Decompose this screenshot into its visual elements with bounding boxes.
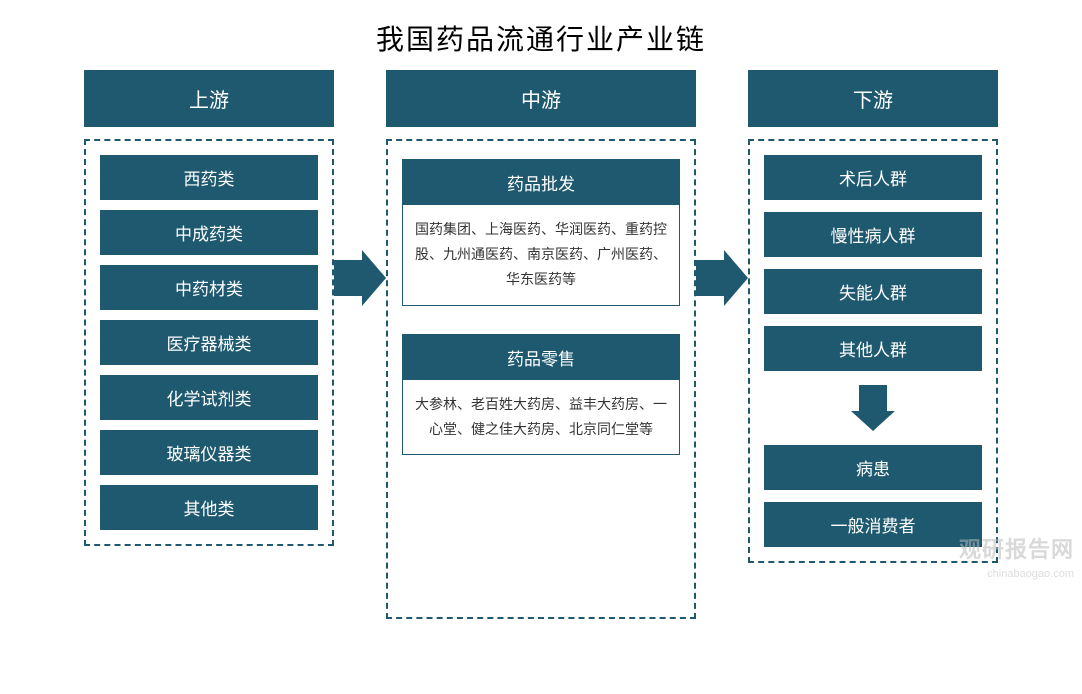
downstream-item: 术后人群 [764,155,982,200]
midstream-section-wholesale: 药品批发 国药集团、上海医药、华润医药、重药控股、九州通医药、南京医药、广州医药… [402,159,680,306]
downstream-item: 慢性病人群 [764,212,982,257]
midstream-box: 药品批发 国药集团、上海医药、华润医药、重药控股、九州通医药、南京医药、广州医药… [386,139,696,619]
upstream-item: 西药类 [100,155,318,200]
industry-chain: 上游 西药类 中成药类 中药材类 医疗器械类 化学试剂类 玻璃仪器类 其他类 中… [0,70,1082,619]
upstream-item: 化学试剂类 [100,375,318,420]
upstream-column: 上游 西药类 中成药类 中药材类 医疗器械类 化学试剂类 玻璃仪器类 其他类 [84,70,334,546]
arrow-downstream-internal [851,385,895,431]
upstream-item: 玻璃仪器类 [100,430,318,475]
upstream-item: 医疗器械类 [100,320,318,365]
downstream-item: 其他人群 [764,326,982,371]
upstream-item: 中成药类 [100,210,318,255]
downstream-column: 下游 术后人群 慢性病人群 失能人群 其他人群 病患 一般消费者 [748,70,998,563]
downstream-item: 失能人群 [764,269,982,314]
downstream-item: 一般消费者 [764,502,982,547]
midstream-section-retail: 药品零售 大参林、老百姓大药房、益丰大药房、一心堂、健之佳大药房、北京同仁堂等 [402,334,680,455]
upstream-box: 西药类 中成药类 中药材类 医疗器械类 化学试剂类 玻璃仪器类 其他类 [84,139,334,546]
downstream-box: 术后人群 慢性病人群 失能人群 其他人群 病患 一般消费者 [748,139,998,563]
downstream-header: 下游 [748,70,998,127]
retail-title: 药品零售 [403,335,679,380]
arrow-upstream-to-midstream [334,250,386,306]
downstream-item: 病患 [764,445,982,490]
retail-body: 大参林、老百姓大药房、益丰大药房、一心堂、健之佳大药房、北京同仁堂等 [403,380,679,454]
upstream-item: 其他类 [100,485,318,530]
diagram-title: 我国药品流通行业产业链 [0,0,1082,70]
wholesale-body: 国药集团、上海医药、华润医药、重药控股、九州通医药、南京医药、广州医药、华东医药… [403,205,679,305]
wholesale-title: 药品批发 [403,160,679,205]
midstream-header: 中游 [386,70,696,127]
upstream-item: 中药材类 [100,265,318,310]
arrow-midstream-to-downstream [696,250,748,306]
upstream-header: 上游 [84,70,334,127]
midstream-column: 中游 药品批发 国药集团、上海医药、华润医药、重药控股、九州通医药、南京医药、广… [386,70,696,619]
